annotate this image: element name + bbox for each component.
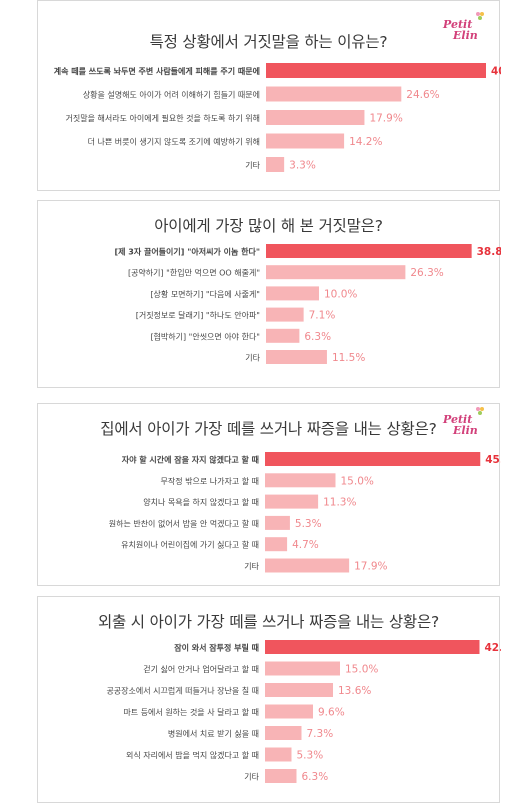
bar [266, 157, 285, 172]
value-label: 38.8% [477, 246, 501, 258]
category-label: 자야 할 시간에 잠을 자지 않겠다고 할 때 [122, 455, 259, 465]
bar [265, 704, 313, 719]
bar [266, 286, 319, 301]
category-label: 병원에서 치료 받기 싫을 때 [168, 729, 259, 739]
logo-line2: Elin [453, 29, 478, 42]
category-label: 무작정 밖으로 나가자고 할 때 [161, 476, 260, 486]
bar-chart-3: 자야 할 시간에 잠을 자지 않겠다고 할 때 45.8% 무작정 밖으로 나가자고… [109, 452, 501, 573]
category-label: 공공장소에서 시끄럽게 떠들거나 장난을 칠 때 [106, 686, 259, 696]
value-label: 5.3% [297, 750, 324, 762]
bar [266, 244, 472, 258]
value-label: 13.6% [338, 685, 371, 697]
bar [265, 558, 350, 573]
value-label: 3.3% [289, 160, 316, 172]
category-label: [제 3자 끌어들이기] "아저씨가 이놈 한다" [114, 247, 260, 257]
bar [265, 726, 302, 740]
brand-logo: Petit Elin [443, 11, 487, 41]
flower-icon [476, 407, 484, 415]
bar-chart-1: 계속 떼를 쓰도록 놔두면 주변 사람들에게 피해를 주기 때문에 40.0% 상황… [54, 63, 501, 172]
category-label: 걷기 싫어 안거나 업어달라고 할 때 [143, 664, 259, 674]
value-label: 17.9% [369, 113, 402, 125]
value-label: 15.0% [345, 664, 378, 676]
logo-line2: Elin [453, 424, 478, 437]
bar [265, 537, 288, 552]
category-label: 기타 [244, 562, 259, 571]
value-label: 45.8% [485, 454, 501, 466]
bar-chart-2: [제 3자 끌어들이기] "아저씨가 이놈 한다" 38.8% [공약하기] "한입… [114, 244, 501, 364]
bar [266, 307, 304, 322]
value-label: 26.3% [410, 267, 443, 279]
category-label: 유치원이나 어린이집에 가기 싫다고 할 때 [121, 540, 259, 550]
bar [265, 769, 297, 783]
bar [266, 110, 365, 125]
category-label: 원하는 반찬이 없어서 밥을 안 먹겠다고 할 때 [109, 518, 259, 528]
bar-chart-4: 잠이 와서 잠투정 부릴 때 42.9% 걷기 싫어 안거나 업어달라고 할 때 15… [106, 640, 502, 783]
value-label: 5.3% [295, 518, 322, 530]
chart-panel-home-tantrums: 집에서 아이가 가장 떼를 쓰거나 짜증을 내는 상황은? Petit Elin… [37, 403, 501, 586]
brand-logo: Petit Elin [443, 406, 487, 436]
chart-title: 집에서 아이가 가장 떼를 쓰거나 짜증을 내는 상황은? [100, 420, 437, 438]
value-label: 24.6% [406, 89, 439, 101]
logo-line1: Petit [443, 413, 473, 426]
category-label: [협박하기] "안씻으면 아야 한다" [150, 331, 260, 341]
category-label: 잠이 와서 잠투정 부릴 때 [174, 643, 259, 653]
bar [265, 494, 319, 509]
value-label: 7.3% [307, 728, 334, 740]
value-label: 9.6% [318, 707, 345, 719]
value-label: 40.0% [491, 66, 501, 78]
value-label: 10.0% [324, 288, 357, 300]
chart-panel-lies-told: 아이에게 가장 많이 해 본 거짓말은? [제 3자 끌어들이기] "아저씨가 … [37, 200, 501, 388]
category-label: 거짓말을 해서라도 아이에게 필요한 것을 하도록 하기 위해 [66, 113, 260, 123]
value-label: 6.3% [304, 331, 331, 343]
chart-panel-reasons-for-lying: 특정 상황에서 거짓말을 하는 이유는? Petit Elin 계속 떼를 쓰도… [37, 0, 501, 191]
bar [265, 452, 481, 466]
bar [265, 515, 290, 530]
chart-title: 외출 시 아이가 가장 떼를 쓰거나 짜증을 내는 상황은? [97, 613, 440, 631]
chart-panel-outing-tantrums: 외출 시 아이가 가장 떼를 쓰거나 짜증을 내는 상황은? 잠이 와서 잠투정… [37, 596, 502, 803]
category-label: 양치나 목욕을 하지 않겠다고 할 때 [143, 497, 259, 507]
category-label: 상황을 설명해도 아이가 어려 이해하기 힘들기 때문에 [83, 90, 260, 100]
bar [266, 63, 486, 78]
value-label: 6.3% [302, 771, 329, 783]
bar [266, 265, 406, 280]
bar [265, 661, 340, 676]
logo-line1: Petit [443, 18, 473, 31]
logo-text: Petit Elin [443, 414, 478, 436]
bar [266, 86, 402, 102]
category-label: [거짓정보로 달래기] "하나도 안아파" [136, 310, 260, 320]
bar [265, 683, 333, 697]
value-label: 15.0% [341, 475, 374, 487]
bar [266, 133, 345, 149]
bar [265, 747, 292, 762]
category-label: 외식 자리에서 밥을 먹지 않겠다고 할 때 [126, 750, 259, 760]
bar [266, 350, 327, 364]
value-label: 4.7% [292, 539, 319, 551]
value-label: 7.1% [309, 310, 336, 322]
chart-title: 아이에게 가장 많이 해 본 거짓말은? [154, 217, 383, 235]
logo-text: Petit Elin [443, 19, 478, 41]
value-label: 17.9% [354, 561, 387, 573]
category-label: 기타 [244, 773, 259, 782]
value-label: 11.5% [332, 352, 365, 364]
bar [266, 328, 300, 343]
category-label: 기타 [245, 161, 260, 170]
bar [265, 640, 480, 654]
category-label: [공약하기] "한입만 먹으면 OO 해줄게" [128, 268, 260, 278]
value-label: 42.9% [485, 642, 502, 654]
value-label: 11.3% [323, 497, 356, 509]
bar [265, 473, 336, 488]
category-label: 더 나쁜 버릇이 생기지 않도록 조기에 예방하기 위해 [88, 137, 260, 147]
category-label: 기타 [245, 354, 260, 363]
category-label: [상황 모면하기] "다음에 사줄게" [150, 289, 260, 299]
chart-title: 특정 상황에서 거짓말을 하는 이유는? [149, 33, 388, 51]
flower-icon [476, 12, 484, 20]
value-label: 14.2% [349, 136, 382, 148]
category-label: 계속 떼를 쓰도록 놔두면 주변 사람들에게 피해를 주기 때문에 [54, 66, 260, 76]
category-label: 마트 등에서 원하는 것을 사 달라고 할 때 [123, 707, 259, 717]
